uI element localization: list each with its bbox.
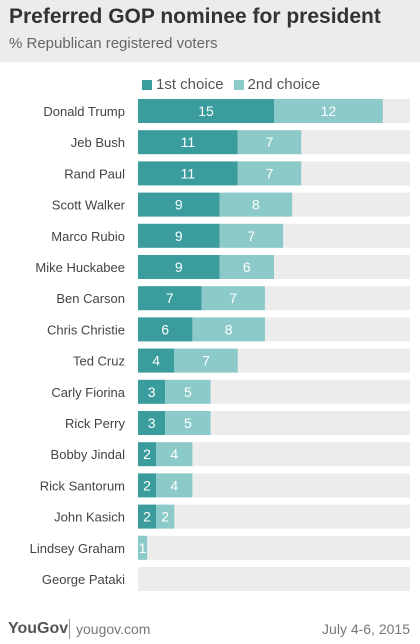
bar-second-bobby-jindal [156,442,193,467]
data-label-first-bobby-jindal: 2 [143,446,151,462]
data-label-second-bobby-jindal: 4 [170,446,178,462]
legend-item-second: 2nd choice [233,76,321,93]
bar-track-lindsey-graham [138,535,410,560]
bar-second-ben-carson [201,286,265,311]
bar-first-carly-fiorina [138,379,166,404]
bar-first-donald-trump [138,99,274,123]
category-label-chris-christie: Chris Christie [47,322,125,337]
bar-first-chris-christie [138,317,193,342]
bar-first-rick-santorum [138,473,157,498]
chart-title: Preferred GOP nominee for president [9,5,381,28]
category-label-donald-trump: Donald Trump [43,104,125,119]
legend-swatch-second [233,79,244,90]
data-label-second-rand-paul: 7 [266,165,274,181]
data-label-first-scott-walker: 9 [175,197,183,213]
bar-second-rand-paul [237,161,302,186]
data-label-first-rick-santorum: 2 [143,477,151,493]
bar-second-scott-walker [219,192,293,217]
category-label-carly-fiorina: Carly Fiorina [51,385,125,400]
data-label-second-donald-trump: 12 [321,103,337,119]
legend: 1st choice 2nd choice [142,76,330,93]
data-label-second-marco-rubio: 7 [247,228,255,244]
bar-first-ted-cruz [138,348,175,373]
bar-second-rick-santorum [156,473,193,498]
data-label-first-rick-perry: 3 [148,415,156,431]
footer-divider [69,619,70,639]
category-label-ted-cruz: Ted Cruz [73,354,125,369]
data-label-first-carly-fiorina: 3 [148,384,156,400]
data-label-first-jeb-bush: 11 [181,134,196,150]
data-label-first-ben-carson: 7 [166,290,174,306]
category-label-george-pataki: George Pataki [42,572,125,587]
data-label-second-mike-huckabee: 6 [243,259,251,275]
data-label-second-ted-cruz: 7 [202,353,210,369]
category-label-ben-carson: Ben Carson [56,291,125,306]
data-label-second-chris-christie: 8 [225,321,233,337]
bar-first-scott-walker [138,192,220,217]
footer: YouGov yougov.com July 4-6, 2015 [0,614,420,644]
category-label-scott-walker: Scott Walker [52,198,126,213]
data-label-first-mike-huckabee: 9 [175,259,183,275]
data-label-second-lindsey-graham: 1 [139,540,147,556]
data-label-first-ted-cruz: 4 [152,353,160,369]
data-label-second-ben-carson: 7 [229,290,237,306]
bar-second-mike-huckabee [219,255,274,279]
legend-swatch-first [142,79,152,90]
data-label-first-rand-paul: 11 [181,165,196,181]
chart-subtitle: % Republican registered voters [9,35,218,52]
data-label-first-donald-trump: 15 [198,103,214,119]
bar-second-lindsey-graham [138,535,148,560]
yougov-logo: YouGov [8,620,69,637]
bar-first-rand-paul [138,161,238,186]
bar-second-john-kasich [156,504,175,529]
category-label-lindsey-graham: Lindsey Graham [30,541,125,556]
site-link[interactable]: yougov.com [76,621,151,637]
category-label-bobby-jindal: Bobby Jindal [51,447,126,462]
bar-first-john-kasich [138,504,157,529]
bar-first-rick-perry [138,411,166,435]
bar-track-john-kasich [138,504,410,529]
bar-second-chris-christie [192,317,265,342]
data-label-first-chris-christie: 6 [161,321,169,337]
bar-second-ted-cruz [174,348,238,373]
data-label-first-john-kasich: 2 [143,509,151,525]
chart-header: Preferred GOP nominee for president % Re… [0,0,420,62]
category-label-marco-rubio: Marco Rubio [51,229,125,244]
data-label-second-carly-fiorina: 5 [184,384,192,400]
data-label-second-rick-perry: 5 [184,415,192,431]
bar-second-jeb-bush [237,130,302,155]
category-label-mike-huckabee: Mike Huckabee [35,260,125,275]
bar-second-rick-perry [165,411,211,435]
category-label-john-kasich: John Kasich [54,510,125,525]
bar-track-george-pataki [138,567,410,591]
survey-date: July 4-6, 2015 [322,621,410,637]
bar-first-ben-carson [138,286,202,311]
bar-first-mike-huckabee [138,255,220,279]
legend-label-first: 1st choice [156,76,224,93]
legend-item-first: 1st choice [142,76,224,93]
data-label-second-jeb-bush: 7 [266,134,274,150]
data-label-second-scott-walker: 8 [252,197,260,213]
bar-first-marco-rubio [138,223,220,248]
bar-second-marco-rubio [219,223,284,248]
category-label-rick-santorum: Rick Santorum [40,478,125,493]
bar-first-jeb-bush [138,130,238,155]
data-label-second-john-kasich: 2 [161,509,169,525]
data-label-first-marco-rubio: 9 [175,228,183,244]
category-label-rick-perry: Rick Perry [65,416,125,431]
bar-second-carly-fiorina [165,379,211,404]
bar-first-bobby-jindal [138,442,157,467]
bar-second-donald-trump [274,99,383,123]
category-label-jeb-bush: Jeb Bush [71,135,125,150]
data-label-second-rick-santorum: 4 [170,477,178,493]
category-label-rand-paul: Rand Paul [64,166,125,181]
legend-label-second: 2nd choice [247,76,321,93]
